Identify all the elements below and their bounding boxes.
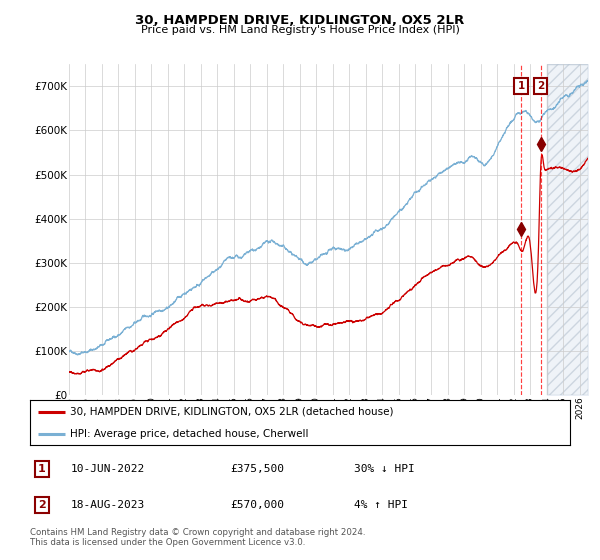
Text: 2: 2 bbox=[38, 500, 46, 510]
Text: 4% ↑ HPI: 4% ↑ HPI bbox=[354, 500, 408, 510]
Text: 2: 2 bbox=[537, 81, 544, 91]
Text: 30, HAMPDEN DRIVE, KIDLINGTON, OX5 2LR (detached house): 30, HAMPDEN DRIVE, KIDLINGTON, OX5 2LR (… bbox=[71, 407, 394, 417]
Text: 30% ↓ HPI: 30% ↓ HPI bbox=[354, 464, 415, 474]
Text: 18-AUG-2023: 18-AUG-2023 bbox=[71, 500, 145, 510]
Text: 10-JUN-2022: 10-JUN-2022 bbox=[71, 464, 145, 474]
Text: £570,000: £570,000 bbox=[230, 500, 284, 510]
Text: HPI: Average price, detached house, Cherwell: HPI: Average price, detached house, Cher… bbox=[71, 429, 309, 439]
Text: £375,500: £375,500 bbox=[230, 464, 284, 474]
Text: 30, HAMPDEN DRIVE, KIDLINGTON, OX5 2LR: 30, HAMPDEN DRIVE, KIDLINGTON, OX5 2LR bbox=[136, 14, 464, 27]
Text: Price paid vs. HM Land Registry's House Price Index (HPI): Price paid vs. HM Land Registry's House … bbox=[140, 25, 460, 35]
Text: 1: 1 bbox=[38, 464, 46, 474]
Text: Contains HM Land Registry data © Crown copyright and database right 2024.
This d: Contains HM Land Registry data © Crown c… bbox=[30, 528, 365, 547]
Text: 1: 1 bbox=[517, 81, 525, 91]
